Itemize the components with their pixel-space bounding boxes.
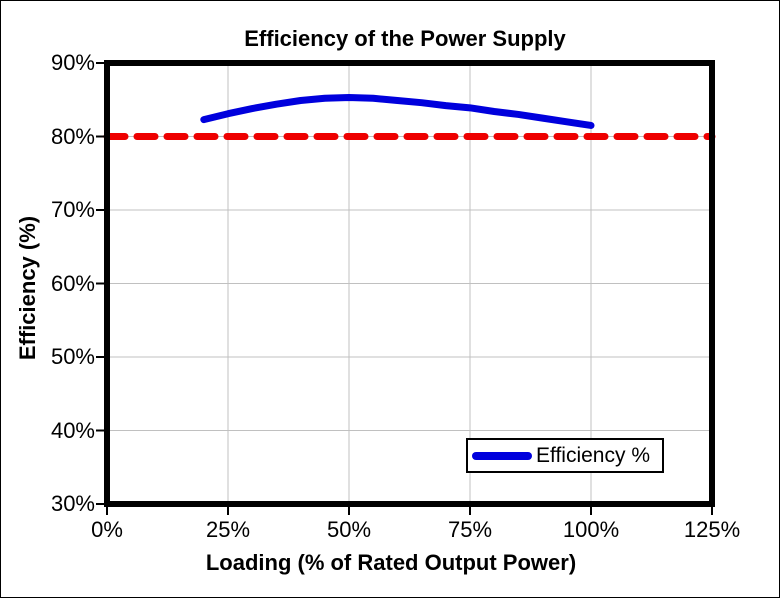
y-tick-label: 60%: [50, 270, 95, 296]
legend-line-sample: [472, 451, 532, 460]
y-tick-label: 80%: [50, 123, 95, 149]
x-tick-label: 0%: [91, 517, 123, 542]
x-tick-label: 50%: [326, 517, 372, 542]
legend: Efficiency %: [466, 438, 664, 473]
y-tick-label: 70%: [50, 197, 95, 222]
x-tick-label: 25%: [205, 517, 251, 542]
x-axis-title: Loading (% of Rated Output Power): [205, 550, 577, 575]
chart-title: Efficiency of the Power Supply: [244, 26, 566, 51]
y-tick-label: 90%: [50, 50, 95, 75]
legend-label: Efficiency %: [536, 443, 650, 467]
y-tick-label: 30%: [50, 491, 95, 516]
y-tick-label: 50%: [50, 344, 95, 369]
x-tick-label: 100%: [562, 517, 620, 542]
x-tick-label: 75%: [447, 517, 493, 542]
y-tick-label: 40%: [50, 417, 95, 443]
x-tick-label: 125%: [683, 517, 741, 542]
